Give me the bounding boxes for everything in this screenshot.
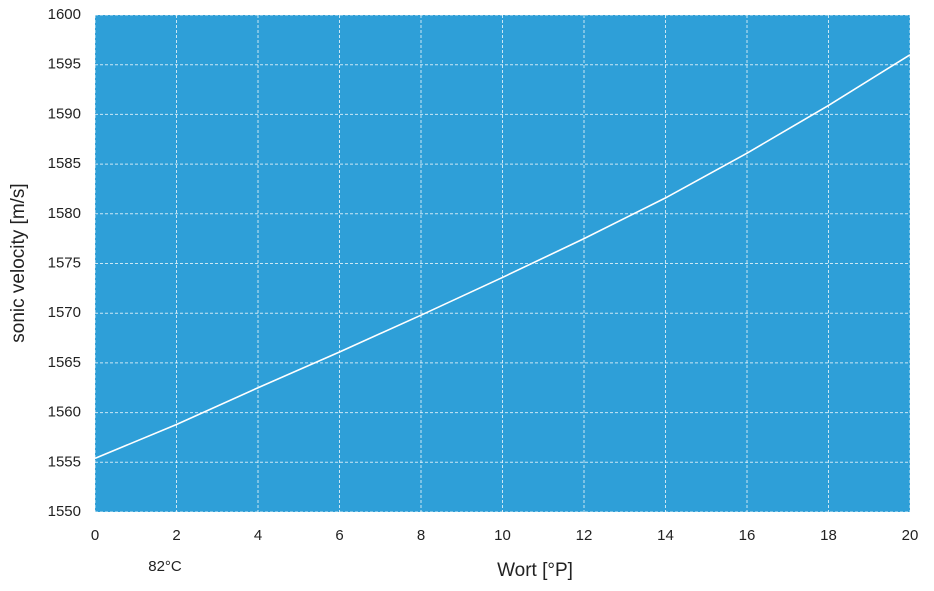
y-tick-label: 1550 (48, 503, 81, 520)
x-tick-label: 2 (172, 527, 180, 544)
x-tick-label: 20 (902, 527, 919, 544)
y-tick-label: 1565 (48, 354, 81, 371)
y-axis-label: sonic velocity [m/s] (8, 183, 29, 342)
y-tick-label: 1555 (48, 453, 81, 470)
x-axis-label: Wort [°P] (497, 560, 573, 581)
x-tick-label: 4 (254, 527, 262, 544)
x-tick-label: 12 (576, 527, 593, 544)
x-tick-label: 10 (494, 527, 511, 544)
y-tick-label: 1575 (48, 254, 81, 271)
y-tick-label: 1570 (48, 304, 81, 321)
x-tick-label: 18 (820, 527, 837, 544)
x-tick-label: 0 (91, 527, 99, 544)
y-tick-label: 1560 (48, 404, 81, 421)
x-tick-label: 14 (657, 527, 674, 544)
y-tick-label: 1600 (48, 6, 81, 23)
y-tick-label: 1590 (48, 105, 81, 122)
x-tick-label: 6 (335, 527, 343, 544)
y-tick-label: 1580 (48, 205, 81, 222)
annotation: 82°C (148, 558, 182, 575)
x-tick-label: 16 (739, 527, 756, 544)
x-tick-label: 8 (417, 527, 425, 544)
line (94, 54, 911, 460)
y-tick-label: 1595 (48, 56, 81, 73)
y-tick-label: 1585 (48, 155, 81, 172)
